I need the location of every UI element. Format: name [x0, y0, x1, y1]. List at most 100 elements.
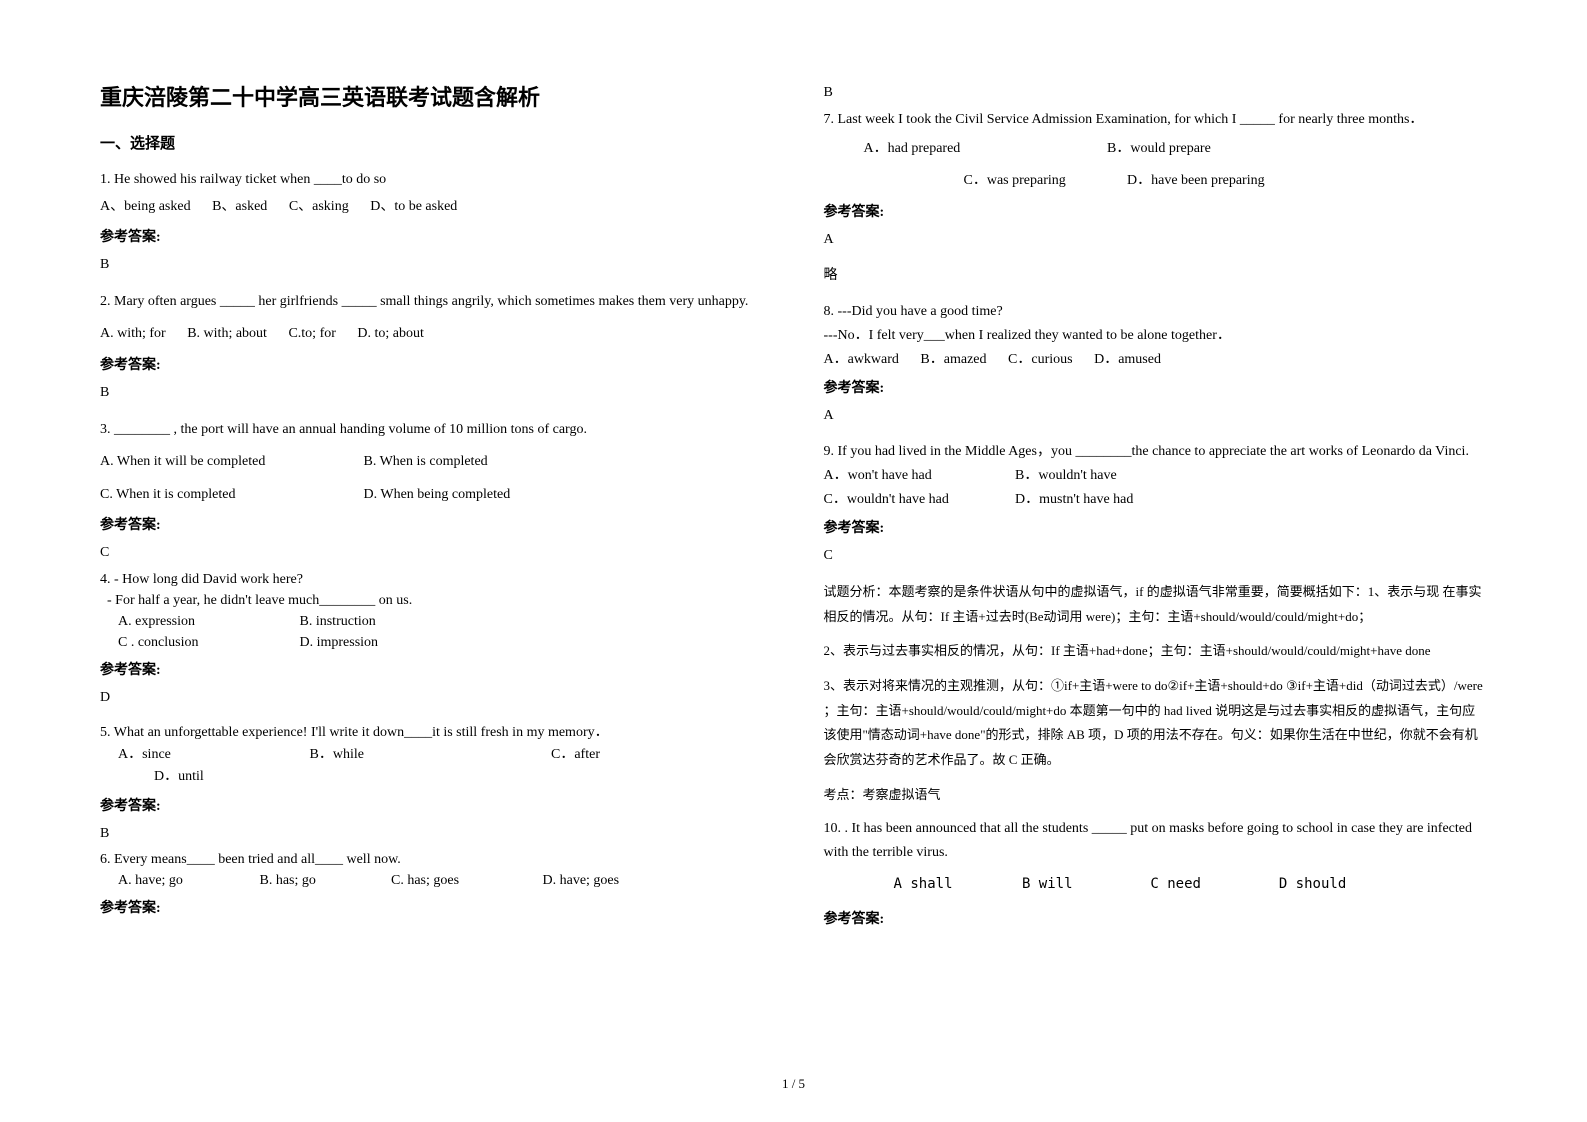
option-b: B will — [1022, 871, 1142, 898]
question-1: 1. He showed his railway ticket when ___… — [100, 167, 764, 220]
option-c: C . conclusion — [118, 632, 278, 653]
answer-value: C — [824, 543, 1488, 570]
question-options: A. have; go B. has; go C. has; goes D. h… — [118, 870, 764, 891]
answer-value: C — [100, 540, 764, 567]
option-d: D. to; about — [357, 326, 424, 341]
option-b: B．while — [310, 744, 530, 766]
option-a: A. expression — [118, 611, 278, 632]
explanation-text: 2、表示与过去事实相反的情况，从句：If 主语+had+done；主句：主语+s… — [824, 639, 1488, 664]
question-7: 7. Last week I took the Civil Service Ad… — [824, 109, 1488, 130]
option-a: A、being asked — [100, 199, 191, 214]
question-4: 4. - How long did David work here? - For… — [100, 569, 764, 653]
option-c: C. When it is completed — [100, 482, 360, 509]
explanation-text: 试题分析：本题考察的是条件状语从句中的虚拟语气，if 的虚拟语气非常重要，简要概… — [824, 580, 1488, 629]
answer-label: 参考答案: — [100, 226, 764, 246]
answer-value-q6: B — [824, 80, 1488, 107]
question-text: 6. Every means____ been tried and all___… — [100, 849, 764, 870]
explanation-text: 3、表示对将来情况的主观推测，从句：①if+主语+were to do②if+主… — [824, 674, 1488, 773]
question-options: A、being asked B、asked C、asking D、to be a… — [100, 194, 764, 221]
question-options: D．until — [118, 766, 764, 788]
option-b: B. When is completed — [364, 454, 488, 469]
question-5: 5. What an unforgettable experience! I'l… — [100, 722, 764, 789]
question-10-options: A shall B will C need D should — [824, 871, 1488, 898]
question-options: C . conclusion D. impression — [118, 632, 764, 653]
option-d: D．mustn't have had — [1015, 492, 1133, 507]
option-a: A shall — [894, 871, 1014, 898]
option-c: C. has; goes — [391, 870, 521, 891]
question-3-options-row1: A. When it will be completed B. When is … — [100, 449, 764, 476]
question-text: 10. . It has been announced that all the… — [824, 817, 1488, 865]
option-a: A．awkward — [824, 352, 899, 367]
question-2: 2. Mary often argues _____ her girlfrien… — [100, 289, 764, 316]
option-a: A．since — [118, 744, 288, 766]
question-text: 3. ________ , the port will have an annu… — [100, 417, 764, 444]
document-title: 重庆涪陵第二十中学高三英语联考试题含解析 — [100, 80, 764, 112]
question-7-options-row2: C．was preparing D．have been preparing — [824, 168, 1488, 195]
option-c: C.to; for — [288, 326, 335, 341]
question-2-options: A. with; for B. with; about C.to; for D.… — [100, 321, 764, 348]
option-d: D．have been preparing — [1127, 173, 1265, 188]
answer-extra: 略 — [824, 263, 1488, 290]
answer-label: 参考答案: — [824, 377, 1488, 397]
question-text: ---No．I felt very___when I realized they… — [824, 324, 1488, 348]
option-d: D. impression — [300, 635, 379, 650]
option-a: A. When it will be completed — [100, 449, 360, 476]
question-3-options-row2: C. When it is completed D. When being co… — [100, 482, 764, 509]
question-9: 9. If you had lived in the Middle Ages，y… — [824, 440, 1488, 511]
option-c: C．after — [551, 747, 600, 762]
option-a: A. have; go — [118, 870, 238, 891]
answer-label: 参考答案: — [824, 201, 1488, 221]
question-10: 10. . It has been announced that all the… — [824, 817, 1488, 865]
right-column: B 7. Last week I took the Civil Service … — [824, 80, 1488, 934]
option-a: A．had prepared — [864, 136, 1104, 163]
question-text: 4. - How long did David work here? — [100, 569, 764, 590]
option-d: D．until — [154, 769, 204, 784]
answer-value: A — [824, 227, 1488, 254]
option-a: A. with; for — [100, 326, 166, 341]
answer-label: 参考答案: — [824, 517, 1488, 537]
option-b: B. with; about — [187, 326, 267, 341]
question-6: 6. Every means____ been tried and all___… — [100, 849, 764, 891]
question-options: A．since B．while C．after — [118, 744, 764, 766]
answer-label: 参考答案: — [824, 908, 1488, 928]
option-d: D. When being completed — [364, 487, 511, 502]
question-text: - For half a year, he didn't leave much_… — [100, 590, 764, 611]
answer-label: 参考答案: — [100, 514, 764, 534]
answer-value: B — [100, 380, 764, 407]
question-7-options-row1: A．had prepared B．would prepare — [824, 136, 1488, 163]
question-text: 1. He showed his railway ticket when ___… — [100, 167, 764, 194]
option-d: D should — [1279, 876, 1346, 892]
answer-value: B — [100, 821, 764, 848]
option-c: C need — [1150, 871, 1270, 898]
answer-value: B — [100, 252, 764, 279]
question-8: 8. ---Did you have a good time? ---No．I … — [824, 300, 1488, 371]
option-b: B．amazed — [920, 352, 986, 367]
question-text: 9. If you had lived in the Middle Ages，y… — [824, 440, 1488, 464]
option-c: C．wouldn't have had — [824, 488, 994, 512]
option-b: B. has; go — [260, 870, 370, 891]
question-options-row1: A．won't have had B．wouldn't have — [824, 464, 1488, 488]
option-d: D．amused — [1094, 352, 1161, 367]
question-options-row2: C．wouldn't have had D．mustn't have had — [824, 488, 1488, 512]
explanation-text: 考点：考察虚拟语气 — [824, 783, 1488, 808]
question-text: 2. Mary often argues _____ her girlfrien… — [100, 289, 764, 316]
question-3: 3. ________ , the port will have an annu… — [100, 417, 764, 444]
option-b: B、asked — [212, 199, 267, 214]
page-number: 1 / 5 — [782, 1076, 805, 1092]
answer-value: D — [100, 685, 764, 712]
option-b: B．would prepare — [1107, 141, 1211, 156]
option-c: C、asking — [289, 199, 349, 214]
question-options: A. with; for B. with; about C.to; for D.… — [100, 321, 764, 348]
option-c: C．was preparing — [964, 168, 1124, 195]
answer-label: 参考答案: — [100, 354, 764, 374]
question-text: 5. What an unforgettable experience! I'l… — [100, 722, 764, 744]
answer-label: 参考答案: — [100, 795, 764, 815]
option-d: D、to be asked — [370, 199, 457, 214]
section-heading: 一、选择题 — [100, 132, 764, 153]
option-a: A．won't have had — [824, 464, 994, 488]
question-options: A．awkward B．amazed C．curious D．amused — [824, 348, 1488, 372]
question-text: 8. ---Did you have a good time? — [824, 300, 1488, 324]
answer-value: A — [824, 403, 1488, 430]
question-options: A. expression B. instruction — [118, 611, 764, 632]
option-b: B. instruction — [300, 614, 376, 629]
